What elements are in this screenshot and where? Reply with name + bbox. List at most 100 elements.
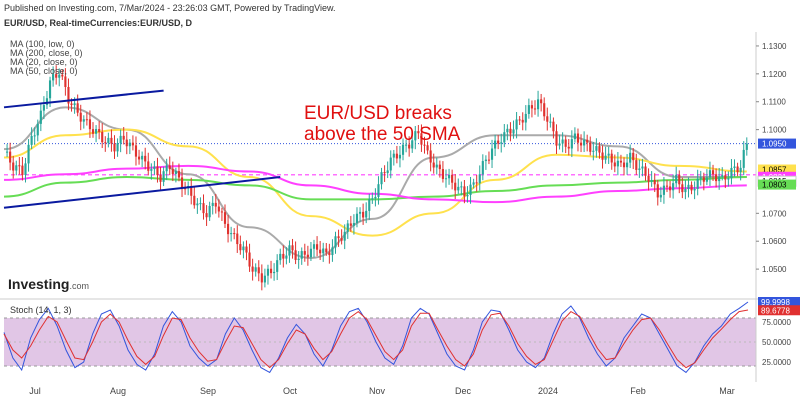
candle-body — [349, 223, 352, 226]
candle-body — [503, 132, 506, 143]
candle-body — [245, 246, 248, 253]
candle-body — [309, 248, 313, 258]
candle-body — [653, 179, 656, 185]
candle-body — [131, 142, 134, 146]
candle-body — [423, 144, 426, 146]
candle-body — [441, 169, 444, 179]
candle-body — [466, 194, 469, 197]
candle-body — [193, 195, 196, 206]
candle-body — [656, 184, 659, 198]
candle-body — [48, 80, 52, 99]
candle-body — [573, 133, 576, 140]
candle-body — [521, 119, 524, 123]
candle-body — [260, 273, 263, 283]
candle-body — [429, 150, 432, 163]
candle-body — [383, 172, 386, 174]
candle-body — [586, 139, 589, 143]
annotation-line-1: EUR/USD breaks — [304, 103, 452, 124]
candle-body — [33, 135, 36, 137]
candle-body — [727, 178, 730, 180]
candle-body — [180, 177, 184, 189]
candle-body — [362, 211, 365, 218]
candle-body — [619, 160, 623, 163]
price-label-box — [758, 138, 796, 149]
logo-name: Investing — [8, 276, 70, 292]
annotation-headline: EUR/USD breaks above the 50 SMA — [304, 103, 460, 145]
candle-body — [9, 151, 12, 163]
candle-body — [745, 143, 748, 150]
candle-body — [107, 137, 110, 143]
candle-body — [398, 154, 402, 159]
candle-body — [414, 131, 417, 141]
candle-body — [266, 268, 270, 276]
candle-body — [328, 252, 331, 256]
candle-body — [457, 186, 460, 191]
candle-body — [217, 206, 220, 212]
candle-body — [629, 152, 632, 163]
candle-body — [518, 119, 521, 121]
candle-body — [279, 253, 282, 261]
x-tick-label: Aug — [110, 386, 126, 396]
ma-legend-50[interactable]: MA (50, close, 0) — [10, 66, 78, 76]
candle-body — [110, 137, 113, 144]
candle-body — [632, 152, 635, 161]
candle-body — [331, 247, 334, 256]
x-tick-label: Jul — [29, 386, 41, 396]
candle-body — [678, 174, 681, 185]
candle-body — [137, 156, 141, 160]
candle-body — [515, 119, 518, 130]
candle-body — [672, 183, 675, 191]
ma-legend-20[interactable]: MA (20, close, 0) — [10, 57, 78, 67]
candle-body — [739, 167, 742, 173]
candle-body — [705, 177, 708, 182]
candle-body — [451, 174, 454, 183]
candle-body — [463, 186, 466, 197]
stoch-value-box — [758, 305, 800, 316]
candle-body — [681, 184, 684, 193]
candle-body — [684, 189, 687, 193]
candle-body — [340, 238, 343, 241]
candle-body — [242, 246, 245, 251]
candle-body — [156, 166, 159, 176]
candle-body — [257, 267, 260, 274]
candle-body — [460, 186, 463, 188]
candle-body — [116, 143, 119, 152]
candle-body — [211, 202, 214, 206]
candle-body — [733, 166, 736, 168]
candle-body — [622, 162, 626, 168]
candle-body — [67, 86, 70, 104]
candle-body — [558, 143, 561, 146]
candle-body — [368, 199, 371, 211]
candle-body — [95, 129, 98, 134]
ma-legend-200[interactable]: MA (200, close, 0) — [10, 48, 83, 58]
candle-body — [24, 163, 27, 175]
candle-body — [438, 164, 441, 170]
ma50-line — [3, 128, 747, 237]
candle-body — [417, 131, 420, 134]
candle-body — [696, 178, 699, 189]
y-tick-label: 1.0500 — [762, 265, 787, 274]
candle-body — [536, 99, 540, 110]
ma-legend-100[interactable]: MA (100, low, 0) — [10, 39, 75, 49]
stoch-y-tick-label: 50.0000 — [762, 338, 791, 347]
stoch-k-line — [3, 301, 749, 374]
candle-body — [570, 139, 573, 149]
candle-body — [30, 136, 33, 145]
y-tick-label: 1.1000 — [762, 126, 787, 135]
x-tick-label: Oct — [283, 386, 298, 396]
candle-body — [509, 128, 512, 134]
candle-body — [233, 233, 236, 235]
candle-body — [576, 133, 580, 143]
candle-body — [610, 153, 613, 163]
candle-body — [36, 123, 39, 136]
candle-body — [475, 182, 478, 184]
candle-body — [202, 203, 205, 214]
candle-body — [168, 165, 171, 170]
candle-body — [607, 153, 610, 156]
stoch-value-label: 99.9998 — [761, 298, 790, 307]
y-tick-label: 1.0700 — [762, 209, 787, 218]
candle-body — [76, 103, 79, 113]
candle-body — [579, 142, 583, 146]
candle-body — [300, 251, 303, 259]
